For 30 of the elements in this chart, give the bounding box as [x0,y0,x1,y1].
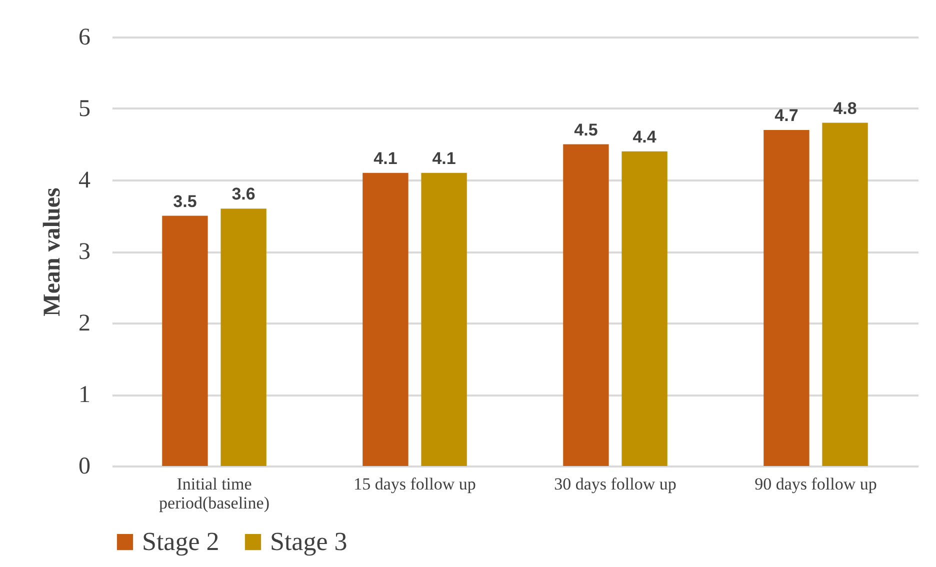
data-label: 4.1 [374,148,398,168]
x-tick-label: 30 days follow up [554,474,676,494]
bar [822,122,868,466]
data-label: 3.6 [232,184,256,204]
data-label: 4.7 [774,106,798,125]
data-label: 4.4 [632,127,657,146]
data-label: 4.5 [574,120,598,140]
y-tick-label: 5 [78,96,90,122]
data-label: 4.1 [432,148,456,168]
data-label: 4.8 [833,98,857,118]
y-tick-label: 3 [78,239,90,265]
bar [764,130,810,466]
y-tick-label: 2 [78,310,90,336]
y-axis-title: Mean values [40,188,66,316]
y-tick-label: 0 [78,454,90,480]
bar [220,208,266,466]
bar [563,144,609,466]
bar [362,172,408,466]
legend-label: Stage 2 [142,527,220,556]
legend-label: Stage 3 [270,527,348,556]
x-tick-label: 15 days follow up [354,474,476,494]
x-tick-label: 90 days follow up [754,474,877,494]
y-tick-label: 1 [78,382,90,408]
bar [162,216,208,466]
bar [421,172,467,466]
bar [622,151,668,466]
y-tick-label: 4 [78,168,90,194]
x-tick-label: Initial time period(baseline) [159,474,270,512]
y-tick-label: 6 [78,24,90,50]
data-label: 3.5 [173,192,197,211]
